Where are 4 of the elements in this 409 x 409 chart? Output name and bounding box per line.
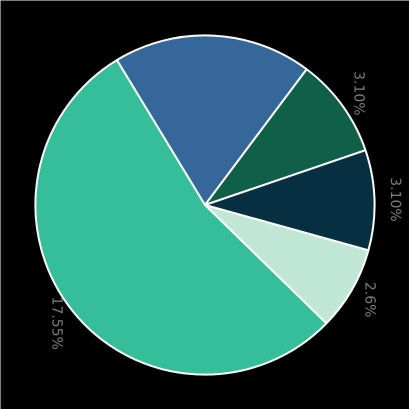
data-label: 3.10%: [350, 71, 367, 116]
data-label: 2.6%: [362, 282, 378, 318]
data-label: 17.55%: [48, 296, 64, 350]
data-label: 3.10%: [386, 177, 403, 222]
